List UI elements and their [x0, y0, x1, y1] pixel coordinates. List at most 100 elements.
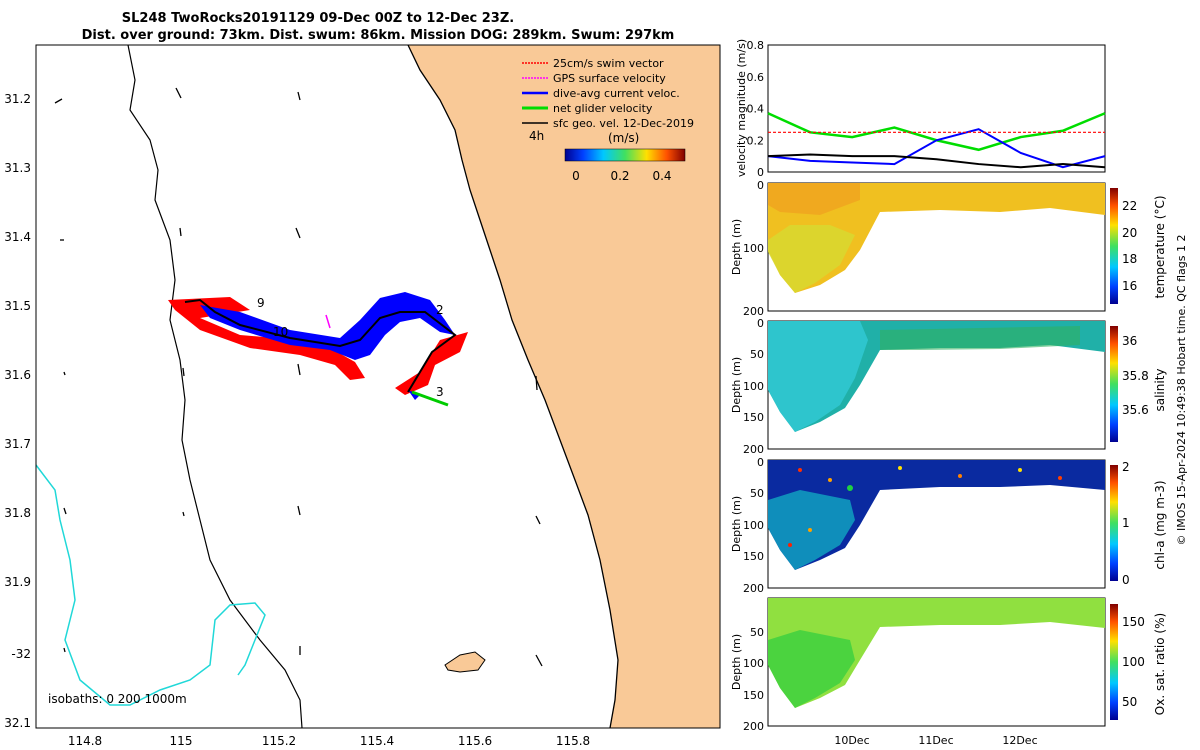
- time-xtick: 12Dec: [1002, 734, 1037, 747]
- map-isobath-1000: [35, 464, 266, 706]
- map-land: [408, 45, 720, 728]
- velocity-yticks: 0 0.2 0.4 0.6 0.8: [747, 39, 765, 179]
- title-line2: Dist. over ground: 73km. Dist. swum: 86k…: [82, 28, 675, 43]
- chla-panel: 0 1 2 chl-a (mg m-3) Depth (m) 0 50 100 …: [730, 456, 1167, 595]
- oxygen-ylabel: Depth (m): [730, 634, 743, 690]
- chla-colorbar: [1110, 465, 1118, 581]
- chla-ytick: 100: [743, 519, 764, 532]
- map-ytick: -32: [11, 647, 31, 661]
- map-island: [444, 651, 486, 673]
- velocity-panel: 0 0.2 0.4 0.6 0.8 velocity magnitude (m/s): [735, 39, 1106, 179]
- oxygen-cbar-tick: 150: [1122, 615, 1145, 629]
- temperature-cbar-tick: 22: [1122, 199, 1137, 213]
- legend-scale-label: 4h: [529, 129, 544, 143]
- map-yticks: 31.2 31.3 31.4 31.5 31.6 31.7 31.8 31.9 …: [4, 92, 31, 730]
- chla-cbar-tick: 2: [1122, 460, 1130, 474]
- map-xtick: 115.6: [458, 734, 492, 748]
- velocity-series-line: [767, 128, 1106, 169]
- title-line1: SL248 TwoRocks20191129 09-Dec 00Z to 12-…: [122, 11, 514, 26]
- temperature-ytick: 0: [757, 179, 764, 192]
- chla-dot: [788, 543, 792, 547]
- velocity-ytick: 0.2: [747, 134, 765, 147]
- temperature-section-surface: [768, 183, 860, 215]
- chla-cbar-label: chl-a (mg m-3): [1153, 480, 1167, 569]
- salinity-ytick: 200: [743, 443, 764, 456]
- velocity-ytick: 0.4: [747, 103, 765, 116]
- glider-track-line: [184, 298, 457, 393]
- chla-dot: [808, 528, 812, 532]
- oxygen-ytick: 150: [743, 689, 764, 702]
- map-ytick: 31.8: [4, 506, 31, 520]
- map-colorbar: [564, 148, 686, 162]
- isobaths-label: isobaths: 0 200 1000m: [48, 692, 187, 706]
- velocity-series-line: [767, 153, 1106, 169]
- map-colorbar-tick: 0.4: [652, 169, 671, 183]
- map-legend: 25cm/s swim vector GPS surface velocity …: [522, 57, 694, 183]
- glider-current-vectors: [200, 292, 455, 400]
- legend-swim-label: 25cm/s swim vector: [553, 57, 664, 70]
- salinity-section-deep: [768, 321, 868, 432]
- salinity-ylabel: Depth (m): [730, 357, 743, 413]
- chla-ytick: 200: [743, 582, 764, 595]
- oxygen-section-deep: [768, 630, 855, 708]
- salinity-panel: 35.6 35.8 36 salinity Depth (m) 0 50 100…: [730, 317, 1167, 456]
- chla-ylabel: Depth (m): [730, 496, 743, 552]
- chla-cbar-tick: 0: [1122, 573, 1130, 587]
- temperature-section-deep: [768, 225, 855, 293]
- chla-dot: [828, 478, 832, 482]
- velocity-ylabel: velocity magnitude (m/s): [735, 39, 748, 177]
- map-frame: [35, 44, 721, 729]
- map-coastline: [407, 44, 619, 729]
- chla-ytick: 150: [743, 550, 764, 563]
- map-colorbar-tick: 0.2: [610, 169, 629, 183]
- temperature-ylabel: Depth (m): [730, 219, 743, 275]
- salinity-cbar-tick: 36: [1122, 334, 1137, 348]
- map-day-label: 2: [436, 303, 444, 317]
- net-glider-velocity-arrow: [411, 390, 449, 407]
- map-xtick: 115.2: [262, 734, 296, 748]
- oxygen-cbar-tick: 100: [1122, 655, 1145, 669]
- map-day-label: 9: [257, 296, 265, 310]
- chla-ytick: 0: [757, 456, 764, 469]
- oxygen-ytick: 100: [743, 657, 764, 670]
- credit-text: © IMOS 15-Apr-2024 10:49:38 Hobart time.…: [1175, 235, 1188, 546]
- map-ytick: 31.5: [4, 299, 31, 313]
- map-ytick: 32.1: [4, 716, 31, 730]
- salinity-cbar-tick: 35.8: [1122, 369, 1149, 383]
- chla-dot: [898, 466, 902, 470]
- velocity-axes: [767, 44, 1106, 173]
- map-ytick: 31.7: [4, 437, 31, 451]
- salinity-ytick: 50: [750, 348, 764, 361]
- time-xtick: 10Dec: [834, 734, 869, 747]
- chla-ytick: 50: [750, 487, 764, 500]
- map-xtick: 115.8: [556, 734, 590, 748]
- chla-dot: [1058, 476, 1062, 480]
- gps-surface-velocity-arrow: [325, 314, 331, 329]
- salinity-ytick: 100: [743, 380, 764, 393]
- chla-cbar-tick: 1: [1122, 516, 1130, 530]
- chla-dot: [958, 474, 962, 478]
- temperature-cbar-tick: 18: [1122, 252, 1137, 266]
- map-panel: 9 10 2 3 25cm/s swim vector GPS surface …: [4, 44, 721, 748]
- legend-gps-label: GPS surface velocity: [553, 72, 666, 85]
- map-ytick: 31.2: [4, 92, 31, 106]
- oxygen-colorbar: [1110, 604, 1118, 720]
- legend-net-label: net glider velocity: [553, 102, 653, 115]
- temperature-cbar-tick: 20: [1122, 226, 1137, 240]
- chla-dot: [1018, 468, 1022, 472]
- chla-dot: [798, 468, 802, 472]
- oxygen-ytick: 200: [743, 720, 764, 733]
- salinity-ytick: 0: [757, 317, 764, 330]
- oxygen-section: [768, 598, 1105, 708]
- velocity-ytick: 0: [757, 166, 764, 179]
- map-ytick: 31.9: [4, 575, 31, 589]
- map-colorbar-label: (m/s): [608, 131, 639, 145]
- map-xtick: 115: [170, 734, 193, 748]
- sfc-geo-velocity-arrows: [54, 87, 543, 667]
- salinity-cbar-label: salinity: [1153, 368, 1167, 411]
- oxygen-ytick: 50: [750, 626, 764, 639]
- salinity-ytick: 150: [743, 411, 764, 424]
- map-colorbar-tick: 0: [572, 169, 580, 183]
- oxygen-panel: 50 100 150 Ox. sat. ratio (%) Depth (m) …: [730, 597, 1167, 747]
